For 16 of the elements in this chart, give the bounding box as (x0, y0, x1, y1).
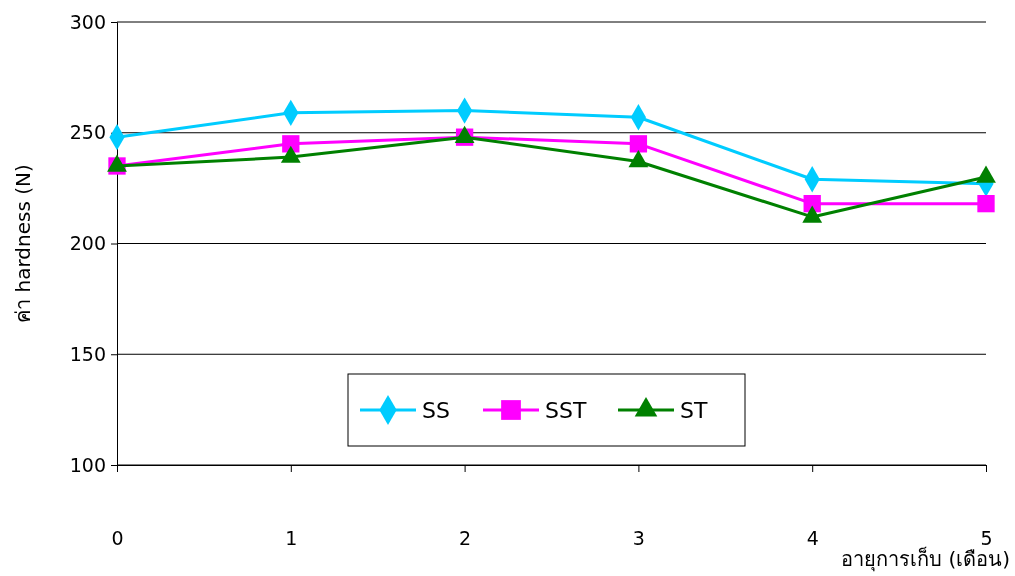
y-tick-label: 100 (69, 453, 106, 476)
y-tick-label: 150 (69, 342, 106, 365)
legend-label: ST (680, 398, 708, 423)
x-tick-label: 4 (806, 527, 819, 550)
x-tick-label: 1 (285, 527, 298, 550)
x-tick-label: 2 (459, 527, 472, 550)
y-tick-label: 300 (69, 10, 106, 33)
y-tick-label: 200 (69, 232, 106, 255)
legend-label: SS (422, 398, 450, 423)
point (629, 135, 648, 153)
y-tick-label: 250 (69, 121, 106, 144)
y-axis-title: ค่า hardness (N) (11, 164, 35, 323)
legend-label: SST (545, 398, 587, 423)
x-tick-label: 0 (111, 527, 124, 550)
point (977, 194, 995, 213)
x-tick-label: 3 (632, 527, 645, 550)
